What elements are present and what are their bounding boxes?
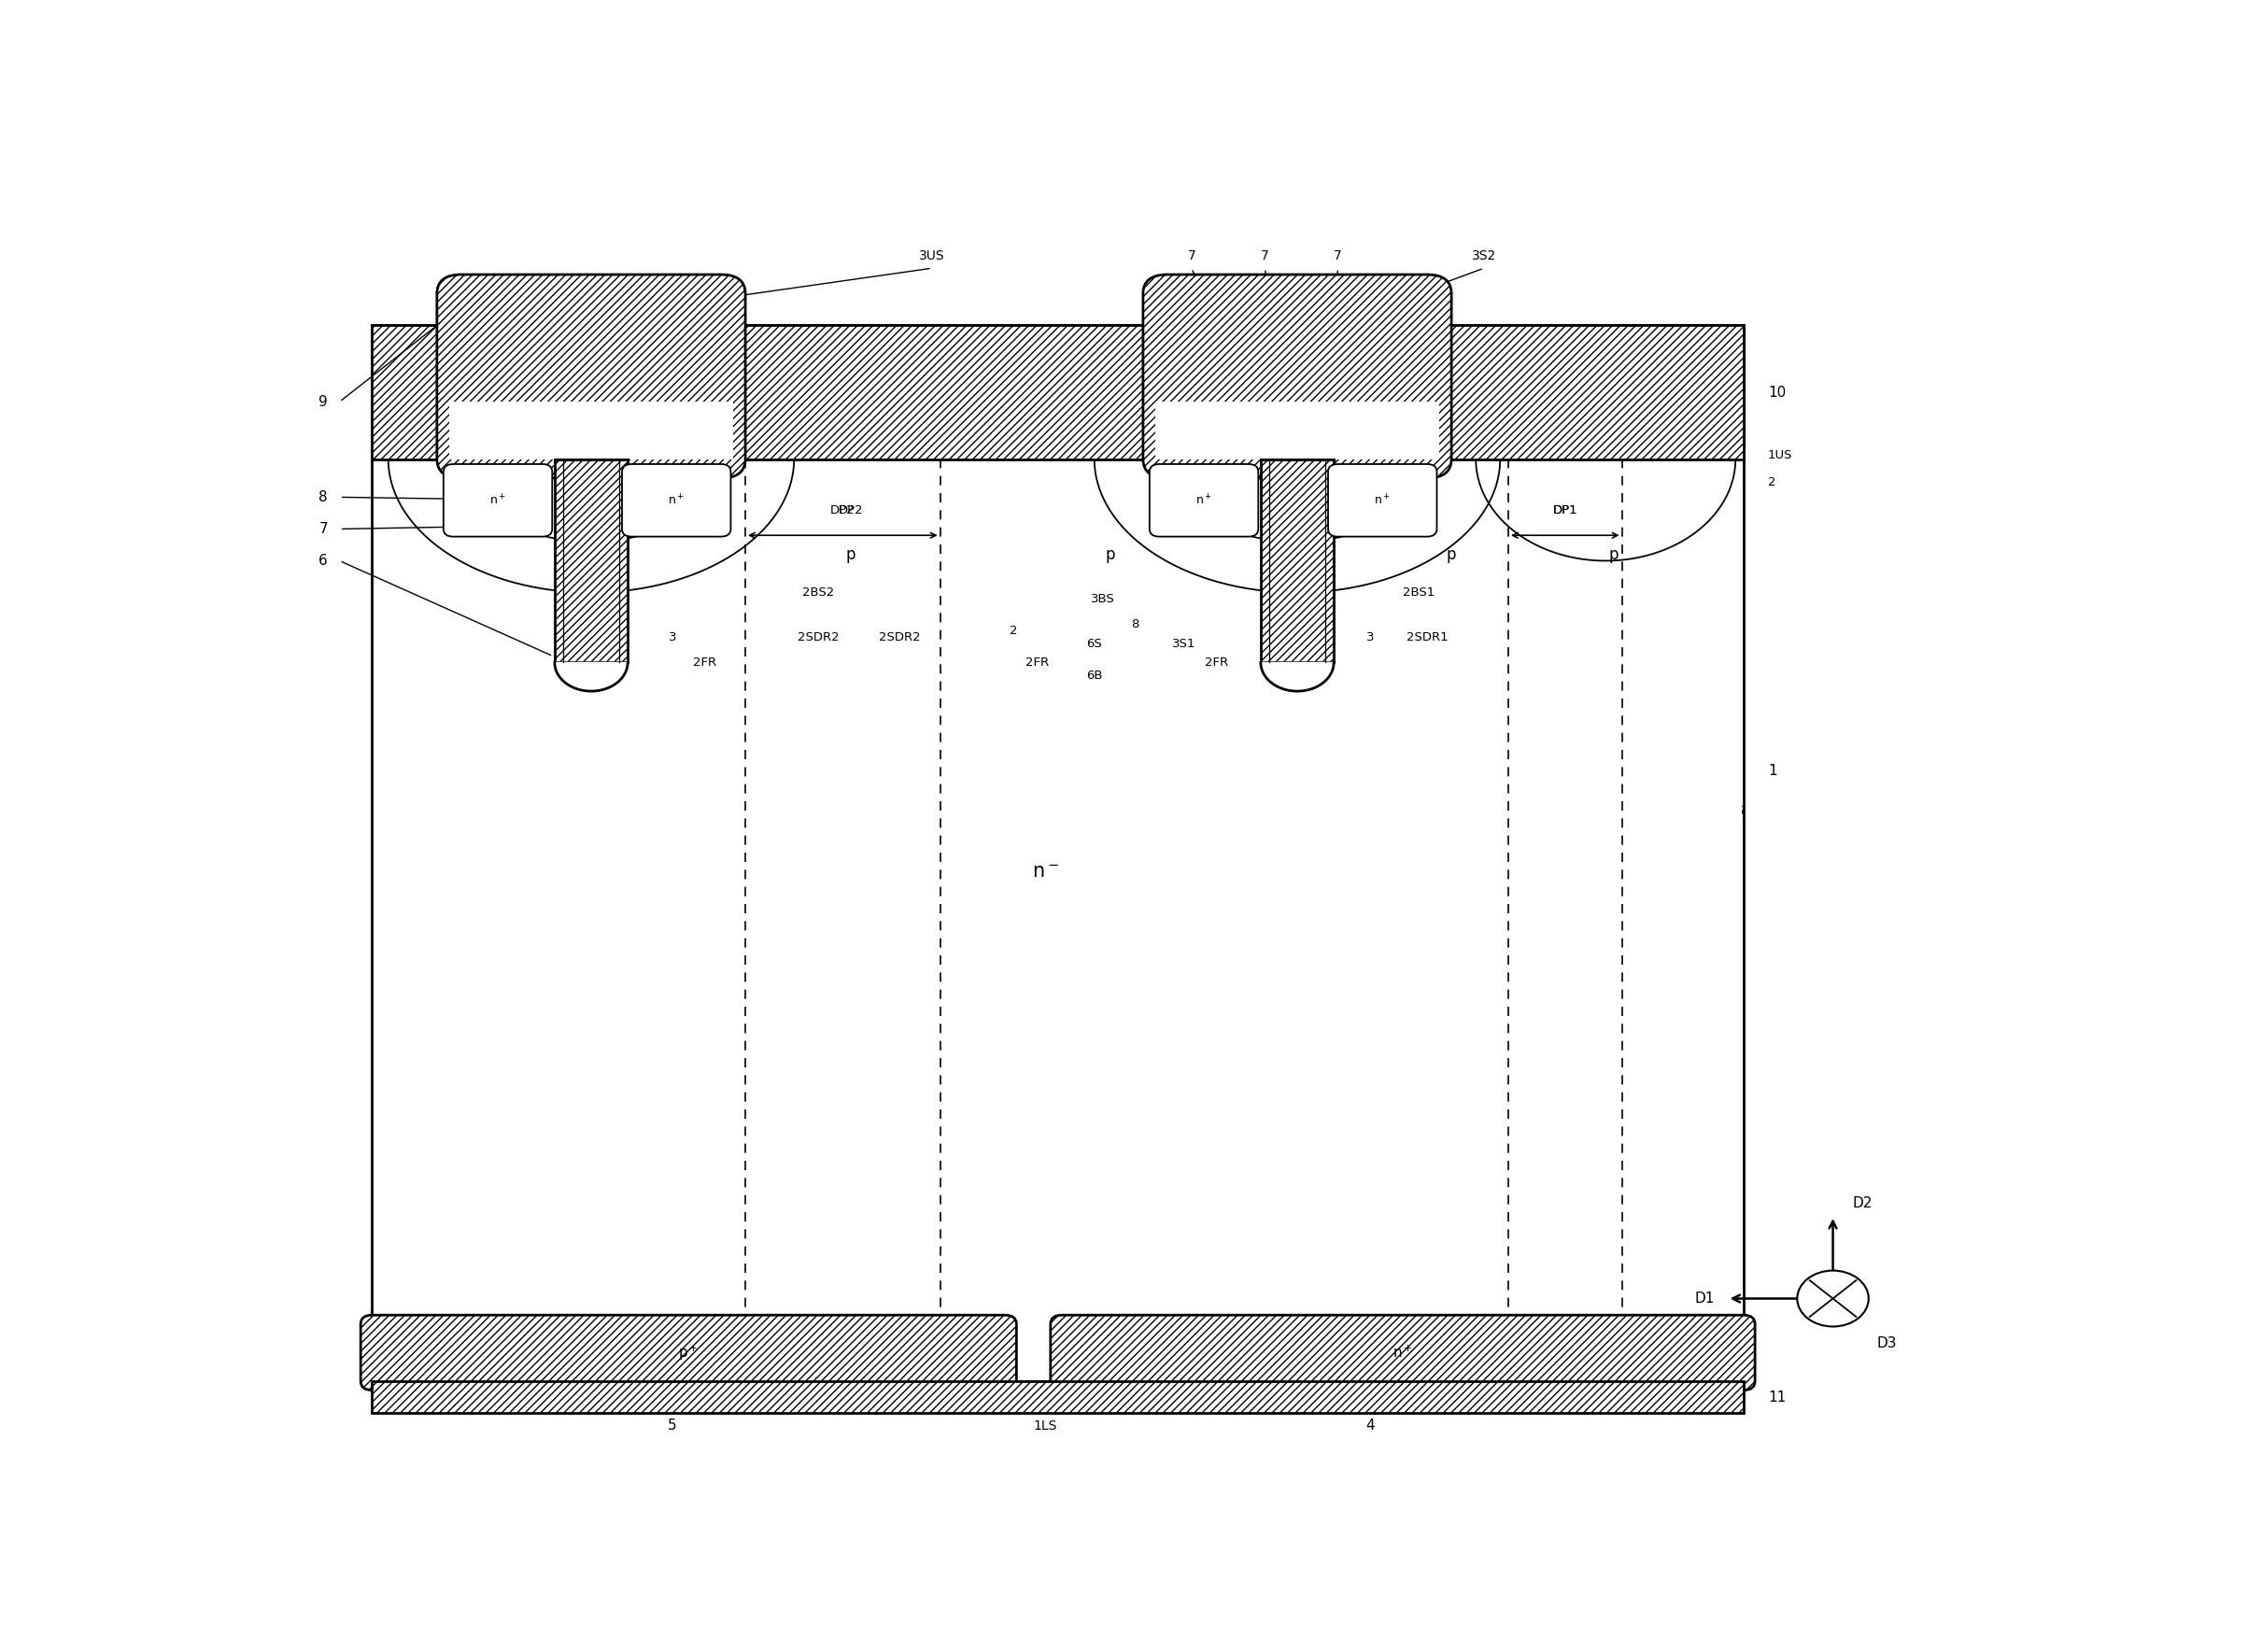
Text: 2BS1: 2BS1 — [1402, 586, 1434, 598]
Text: n$^+$: n$^+$ — [1393, 1345, 1414, 1361]
Circle shape — [1798, 1270, 1868, 1327]
Bar — [1156, 401, 1439, 459]
Text: 6S: 6S — [1086, 638, 1102, 649]
Text: n$^+$: n$^+$ — [667, 494, 685, 507]
Text: 7: 7 — [319, 522, 328, 535]
Text: p: p — [1106, 547, 1115, 563]
Text: 2SDR1: 2SDR1 — [1407, 631, 1448, 643]
Text: p: p — [1445, 547, 1457, 563]
FancyBboxPatch shape — [1149, 464, 1258, 537]
Text: ~: ~ — [1735, 803, 1749, 814]
Polygon shape — [554, 662, 627, 691]
Text: 1US: 1US — [1769, 449, 1794, 461]
Text: 5: 5 — [667, 1419, 676, 1432]
Text: 3: 3 — [667, 631, 676, 643]
Text: 1LS: 1LS — [1034, 1419, 1059, 1432]
Text: 8: 8 — [319, 491, 328, 504]
Text: 6B: 6B — [1086, 669, 1102, 681]
Text: 3US: 3US — [918, 249, 946, 263]
Text: 2: 2 — [1009, 624, 1018, 636]
FancyBboxPatch shape — [360, 1315, 1016, 1389]
Text: 10: 10 — [1769, 385, 1787, 400]
Bar — [1260, 459, 1335, 662]
Text: 2SDR2: 2SDR2 — [798, 631, 839, 643]
FancyBboxPatch shape — [1328, 464, 1436, 537]
Text: DP1: DP1 — [1552, 504, 1577, 515]
Text: DP2: DP2 — [839, 504, 864, 515]
Text: 7: 7 — [1260, 249, 1269, 263]
Text: 7: 7 — [1335, 249, 1341, 263]
Bar — [371, 1381, 1744, 1412]
Text: 3: 3 — [1366, 631, 1375, 643]
Text: 3S2: 3S2 — [1473, 249, 1495, 263]
Text: 2FR: 2FR — [1203, 656, 1228, 669]
Text: 8: 8 — [1131, 618, 1138, 631]
Text: 2FR: 2FR — [1025, 656, 1050, 669]
FancyBboxPatch shape — [1142, 274, 1452, 477]
Text: DP2: DP2 — [830, 504, 855, 515]
Text: D2: D2 — [1853, 1196, 1873, 1211]
Text: 11: 11 — [1769, 1389, 1787, 1404]
FancyBboxPatch shape — [437, 274, 746, 477]
Text: 3S1: 3S1 — [1172, 638, 1197, 649]
Text: 2SDR2: 2SDR2 — [878, 631, 921, 643]
Bar — [371, 325, 1744, 1381]
Text: p: p — [1608, 547, 1620, 563]
Text: 3BS: 3BS — [1090, 593, 1115, 605]
Text: n$^+$: n$^+$ — [1194, 494, 1212, 507]
FancyBboxPatch shape — [622, 464, 731, 537]
Text: D1: D1 — [1694, 1292, 1715, 1305]
Polygon shape — [1260, 662, 1335, 691]
Bar — [554, 459, 627, 662]
Text: 6: 6 — [319, 553, 328, 568]
Text: D3: D3 — [1877, 1336, 1898, 1350]
Text: 2: 2 — [1769, 476, 1776, 487]
Bar — [371, 325, 1744, 459]
Text: 1: 1 — [1769, 763, 1778, 778]
Text: DP1: DP1 — [1552, 504, 1577, 515]
Bar — [450, 401, 733, 459]
Bar — [1823, 1290, 1844, 1307]
Text: n$^-$: n$^-$ — [1031, 862, 1059, 882]
Text: 9: 9 — [319, 395, 328, 408]
Text: 2BS2: 2BS2 — [803, 586, 835, 598]
Text: p$^+$: p$^+$ — [679, 1343, 699, 1363]
Text: 2BF: 2BF — [1294, 656, 1316, 669]
FancyBboxPatch shape — [443, 464, 552, 537]
Text: 7: 7 — [1188, 249, 1197, 263]
Text: n$^+$: n$^+$ — [489, 494, 507, 507]
Text: p: p — [846, 547, 855, 563]
Text: n$^+$: n$^+$ — [1373, 494, 1391, 507]
Text: 4: 4 — [1366, 1419, 1375, 1432]
Text: 2FR: 2FR — [692, 656, 717, 669]
FancyBboxPatch shape — [1050, 1315, 1755, 1389]
